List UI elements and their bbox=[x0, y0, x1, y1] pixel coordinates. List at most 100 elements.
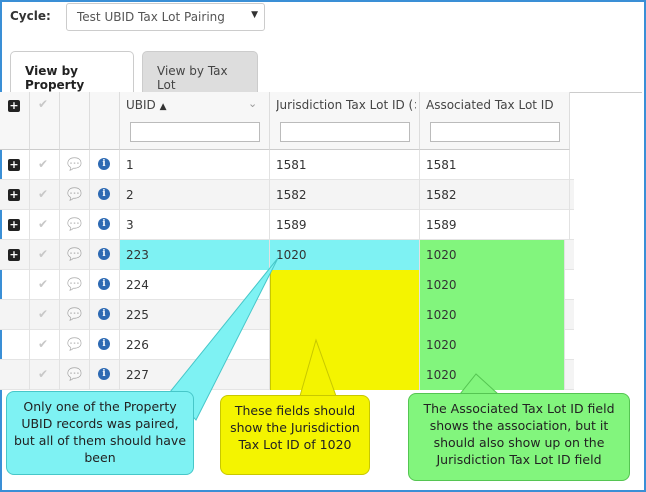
expand-row-icon[interactable]: + bbox=[8, 218, 20, 231]
expand-cell bbox=[0, 360, 30, 390]
info-cell: i bbox=[90, 330, 120, 360]
associated-cell[interactable]: 1582 bbox=[420, 180, 570, 210]
associated-cell[interactable]: 1020 bbox=[420, 270, 565, 300]
info-icon[interactable]: i bbox=[98, 308, 110, 320]
notes-icon[interactable]: 💬 bbox=[67, 367, 82, 381]
cycle-select-value: Test UBID Tax Lot Pairing bbox=[77, 10, 225, 24]
info-icon[interactable]: i bbox=[98, 218, 110, 230]
info-cell: i bbox=[90, 360, 120, 390]
jurisdiction-cell[interactable]: 1589 bbox=[270, 210, 420, 240]
associated-value: 1020 bbox=[426, 278, 457, 292]
associated-cell[interactable]: 1020 bbox=[420, 300, 565, 330]
associated-cell[interactable]: 1020 bbox=[420, 330, 565, 360]
callout-association-shown: The Associated Tax Lot ID field shows th… bbox=[408, 393, 630, 481]
select-row-check-icon[interactable]: ✔ bbox=[38, 277, 49, 291]
jurisdiction-cell[interactable]: 1581 bbox=[270, 150, 420, 180]
notes-icon[interactable]: 💬 bbox=[67, 337, 82, 351]
select-row-check-icon[interactable]: ✔ bbox=[38, 247, 49, 261]
select-row-check-icon[interactable]: ✔ bbox=[38, 307, 49, 321]
info-icon[interactable]: i bbox=[98, 368, 110, 380]
associated-value: 1020 bbox=[426, 308, 457, 322]
jurisdiction-cell[interactable] bbox=[270, 330, 420, 360]
info-icon[interactable]: i bbox=[98, 278, 110, 290]
expand-all-icon[interactable]: + bbox=[8, 99, 20, 112]
info-cell: i bbox=[90, 150, 120, 180]
associated-value: 1020 bbox=[426, 338, 457, 352]
associated-cell[interactable]: 1581 bbox=[420, 150, 570, 180]
ubid-value: 225 bbox=[126, 308, 149, 322]
info-icon[interactable]: i bbox=[98, 248, 110, 260]
column-menu-icon[interactable]: ⌄ bbox=[248, 97, 258, 110]
tab-view-by-tax-lot[interactable]: View by Tax Lot bbox=[142, 51, 258, 93]
jurisdiction-cell[interactable]: 1582 bbox=[270, 180, 420, 210]
jurisdiction-cell[interactable]: 1020 bbox=[270, 240, 420, 270]
expand-cell bbox=[0, 300, 30, 330]
select-cell: ✔ bbox=[30, 360, 60, 390]
ubid-cell[interactable]: 3 bbox=[120, 210, 270, 240]
ubid-value: 226 bbox=[126, 338, 149, 352]
expand-row-icon[interactable]: + bbox=[8, 158, 20, 171]
associated-filter-input[interactable] bbox=[430, 122, 560, 142]
notes-cell: 💬 bbox=[60, 210, 90, 240]
select-row-check-icon[interactable]: ✔ bbox=[38, 367, 49, 381]
expand-row-icon[interactable]: + bbox=[8, 188, 20, 201]
select-row-check-icon[interactable]: ✔ bbox=[38, 187, 49, 201]
table-row[interactable]: ✔ 💬 i 226 1020 bbox=[0, 330, 574, 360]
ubid-cell[interactable]: 2 bbox=[120, 180, 270, 210]
ubid-cell[interactable]: 1 bbox=[120, 150, 270, 180]
ubid-cell[interactable]: 226 bbox=[120, 330, 270, 360]
jurisdiction-cell[interactable] bbox=[270, 270, 420, 300]
tab-view-by-property[interactable]: View by Property bbox=[10, 51, 134, 94]
jurisdiction-filter-input[interactable] bbox=[280, 122, 410, 142]
notes-cell: 💬 bbox=[60, 270, 90, 300]
associated-cell[interactable]: 1589 bbox=[420, 210, 570, 240]
header-notes-cell bbox=[60, 92, 90, 150]
notes-icon[interactable]: 💬 bbox=[67, 187, 82, 201]
notes-cell: 💬 bbox=[60, 330, 90, 360]
callout-unpaired-records: Only one of the Property UBID records wa… bbox=[6, 391, 194, 475]
info-icon[interactable]: i bbox=[98, 188, 110, 200]
column-header-ubid[interactable]: UBID ▲ ⌄ bbox=[120, 92, 270, 150]
select-row-check-icon[interactable]: ✔ bbox=[38, 157, 49, 171]
notes-icon[interactable]: 💬 bbox=[67, 307, 82, 321]
table-row[interactable]: + ✔ 💬 i 223 1020 1020 bbox=[0, 240, 574, 270]
table-row[interactable]: ✔ 💬 i 227 1020 bbox=[0, 360, 574, 390]
associated-cell[interactable]: 1020 bbox=[420, 360, 565, 390]
select-row-check-icon[interactable]: ✔ bbox=[38, 337, 49, 351]
notes-icon[interactable]: 💬 bbox=[67, 217, 82, 231]
cycle-select[interactable]: Test UBID Tax Lot Pairing ▼ bbox=[66, 3, 265, 31]
associated-cell[interactable]: 1020 bbox=[420, 240, 565, 270]
notes-cell: 💬 bbox=[60, 360, 90, 390]
callout-missing-jurisdiction: These fields should show the Jurisdictio… bbox=[220, 395, 370, 475]
info-cell: i bbox=[90, 300, 120, 330]
select-cell: ✔ bbox=[30, 330, 60, 360]
ubid-cell[interactable]: 224 bbox=[120, 270, 270, 300]
expand-row-icon[interactable]: + bbox=[8, 248, 20, 261]
info-icon[interactable]: i bbox=[98, 338, 110, 350]
column-header-jurisdiction[interactable]: Jurisdiction Tax Lot ID (⨯.. bbox=[270, 92, 420, 150]
table-row[interactable]: + ✔ 💬 i 2 1582 1582 bbox=[0, 180, 574, 210]
jurisdiction-cell[interactable] bbox=[270, 360, 420, 390]
ubid-cell[interactable]: 227 bbox=[120, 360, 270, 390]
select-row-check-icon[interactable]: ✔ bbox=[38, 217, 49, 231]
select-cell: ✔ bbox=[30, 300, 60, 330]
info-cell: i bbox=[90, 180, 120, 210]
notes-icon[interactable]: 💬 bbox=[67, 247, 82, 261]
select-all-check-icon[interactable]: ✔ bbox=[38, 97, 49, 111]
info-icon[interactable]: i bbox=[98, 158, 110, 170]
notes-icon[interactable]: 💬 bbox=[67, 157, 82, 171]
table-row[interactable]: + ✔ 💬 i 3 1589 1589 bbox=[0, 210, 574, 240]
notes-cell: 💬 bbox=[60, 300, 90, 330]
column-header-associated[interactable]: Associated Tax Lot ID bbox=[420, 92, 570, 150]
notes-icon[interactable]: 💬 bbox=[67, 277, 82, 291]
select-cell: ✔ bbox=[30, 240, 60, 270]
ubid-cell[interactable]: 225 bbox=[120, 300, 270, 330]
ubid-cell[interactable]: 223 bbox=[120, 240, 270, 270]
table-row[interactable]: ✔ 💬 i 224 1020 bbox=[0, 270, 574, 300]
ubid-filter-input[interactable] bbox=[130, 122, 260, 142]
table-row[interactable]: ✔ 💬 i 225 1020 bbox=[0, 300, 574, 330]
ubid-value: 3 bbox=[126, 218, 134, 232]
table-row[interactable]: + ✔ 💬 i 1 1581 1581 bbox=[0, 150, 574, 180]
jurisdiction-cell[interactable] bbox=[270, 300, 420, 330]
info-cell: i bbox=[90, 210, 120, 240]
